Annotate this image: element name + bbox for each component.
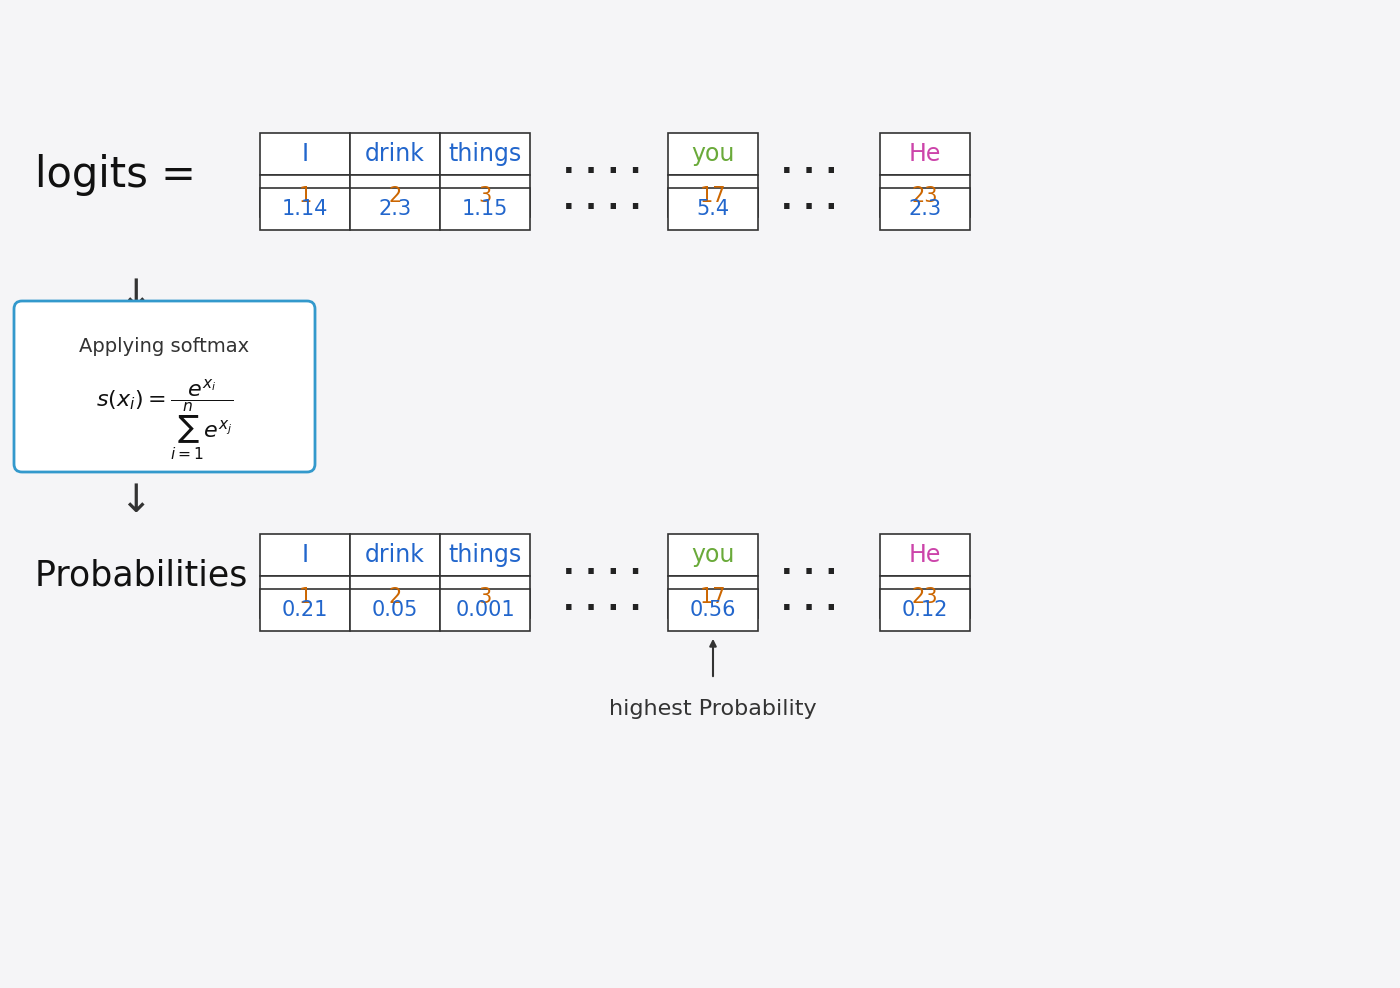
Text: drink: drink — [365, 543, 426, 567]
FancyBboxPatch shape — [260, 133, 350, 175]
Text: 3: 3 — [479, 587, 491, 607]
Text: · · · ·: · · · · — [563, 195, 641, 223]
Text: 1: 1 — [298, 587, 312, 607]
FancyBboxPatch shape — [668, 133, 757, 175]
Text: 1: 1 — [298, 186, 312, 206]
Text: 23: 23 — [911, 587, 938, 607]
Text: · · · ·: · · · · — [563, 559, 641, 589]
FancyBboxPatch shape — [668, 175, 757, 217]
FancyBboxPatch shape — [350, 589, 440, 631]
Text: · · ·: · · · — [781, 559, 837, 589]
FancyBboxPatch shape — [440, 534, 531, 576]
Text: · · ·: · · · — [781, 158, 837, 188]
FancyBboxPatch shape — [350, 534, 440, 576]
Text: 1.14: 1.14 — [281, 199, 328, 219]
FancyBboxPatch shape — [881, 589, 970, 631]
Text: things: things — [448, 543, 522, 567]
FancyBboxPatch shape — [440, 188, 531, 230]
FancyBboxPatch shape — [350, 188, 440, 230]
Text: · · · ·: · · · · — [563, 158, 641, 188]
Text: you: you — [692, 142, 735, 166]
Text: ↓: ↓ — [119, 277, 151, 315]
Text: 1.15: 1.15 — [462, 199, 508, 219]
Text: 2.3: 2.3 — [909, 199, 942, 219]
FancyBboxPatch shape — [260, 175, 350, 217]
Text: I: I — [301, 142, 308, 166]
Text: 2.3: 2.3 — [378, 199, 412, 219]
FancyBboxPatch shape — [440, 576, 531, 618]
Text: 0.001: 0.001 — [455, 600, 515, 620]
Text: $s\left(x_i\right) = \dfrac{e^{x_i}}{\sum_{i=1}^{n} e^{x_j}}$: $s\left(x_i\right) = \dfrac{e^{x_i}}{\su… — [95, 377, 234, 461]
Text: 17: 17 — [700, 587, 727, 607]
FancyBboxPatch shape — [881, 576, 970, 618]
Text: things: things — [448, 142, 522, 166]
FancyBboxPatch shape — [350, 175, 440, 217]
Text: He: He — [909, 543, 941, 567]
FancyBboxPatch shape — [260, 576, 350, 618]
Text: Probabilities =: Probabilities = — [35, 559, 287, 593]
Text: Applying softmax: Applying softmax — [80, 337, 249, 356]
Text: highest Probability: highest Probability — [609, 699, 816, 719]
FancyBboxPatch shape — [350, 133, 440, 175]
FancyBboxPatch shape — [668, 589, 757, 631]
Text: 5.4: 5.4 — [696, 199, 729, 219]
Text: 0.12: 0.12 — [902, 600, 948, 620]
FancyBboxPatch shape — [881, 188, 970, 230]
Text: He: He — [909, 142, 941, 166]
FancyBboxPatch shape — [668, 576, 757, 618]
FancyBboxPatch shape — [440, 589, 531, 631]
Text: · · ·: · · · — [781, 195, 837, 223]
Text: logits =: logits = — [35, 154, 196, 196]
FancyBboxPatch shape — [440, 175, 531, 217]
FancyBboxPatch shape — [881, 534, 970, 576]
Text: 2: 2 — [388, 186, 402, 206]
FancyBboxPatch shape — [881, 175, 970, 217]
FancyBboxPatch shape — [260, 188, 350, 230]
Text: drink: drink — [365, 142, 426, 166]
Text: ↓: ↓ — [119, 482, 151, 520]
FancyBboxPatch shape — [668, 534, 757, 576]
FancyBboxPatch shape — [350, 576, 440, 618]
FancyBboxPatch shape — [440, 133, 531, 175]
Text: 2: 2 — [388, 587, 402, 607]
Text: · · · ·: · · · · — [563, 596, 641, 624]
Text: 0.21: 0.21 — [281, 600, 328, 620]
Text: I: I — [301, 543, 308, 567]
Text: 17: 17 — [700, 186, 727, 206]
FancyBboxPatch shape — [881, 133, 970, 175]
FancyBboxPatch shape — [668, 188, 757, 230]
Text: 0.05: 0.05 — [372, 600, 419, 620]
Text: 0.56: 0.56 — [690, 600, 736, 620]
Text: 23: 23 — [911, 186, 938, 206]
FancyBboxPatch shape — [14, 301, 315, 472]
FancyBboxPatch shape — [260, 534, 350, 576]
Text: 3: 3 — [479, 186, 491, 206]
Text: · · ·: · · · — [781, 596, 837, 624]
FancyBboxPatch shape — [260, 589, 350, 631]
Text: you: you — [692, 543, 735, 567]
